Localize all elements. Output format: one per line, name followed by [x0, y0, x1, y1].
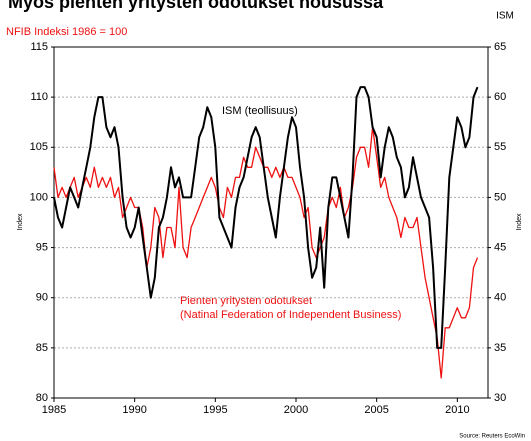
right-axis-title: ISM [496, 11, 514, 22]
annotation: ISM (teollisuus) [222, 105, 298, 117]
y2-tick-label: 50 [494, 191, 506, 203]
y-tick-label: 115 [30, 41, 48, 53]
plot-frame [53, 46, 489, 399]
y-tick-label: 85 [36, 342, 48, 354]
annotation: Pienten yritysten odotukset [180, 295, 312, 307]
x-tick-label: 1990 [122, 404, 146, 416]
y-tick-label: 105 [30, 141, 48, 153]
chart-title: Myös pienten yritysten odotukset noususs… [8, 0, 384, 12]
y2-tick-label: 55 [494, 141, 506, 153]
source: Source: Reuters EcoWin [459, 434, 525, 440]
y-tick-label: 95 [36, 241, 48, 253]
left-axis-title: NFIB Indeksi 1986 = 100 [6, 26, 127, 38]
y2-tick-label: 65 [494, 41, 506, 53]
y-tick-label: 80 [36, 392, 48, 404]
x-tick-label: 2010 [445, 404, 469, 416]
y2-tick-label: 45 [494, 241, 506, 253]
y-tick-label: 100 [30, 191, 48, 203]
y2-label: Index [516, 213, 523, 231]
series-line [53, 86, 479, 349]
y-tick-label: 110 [30, 91, 48, 103]
y2-tick-label: 35 [494, 342, 506, 354]
annotation: (Natinal Federation of Independent Busin… [180, 309, 401, 321]
y2-tick-label: 60 [494, 91, 506, 103]
y2-tick-label: 40 [494, 292, 506, 304]
x-tick-label: 1985 [42, 404, 66, 416]
y-label: Index [17, 213, 24, 231]
y-tick-label: 90 [36, 292, 48, 304]
x-tick-label: 2000 [284, 404, 308, 416]
x-tick-label: 2005 [364, 404, 388, 416]
y2-tick-label: 30 [494, 392, 506, 404]
x-tick-label: 1995 [203, 404, 227, 416]
